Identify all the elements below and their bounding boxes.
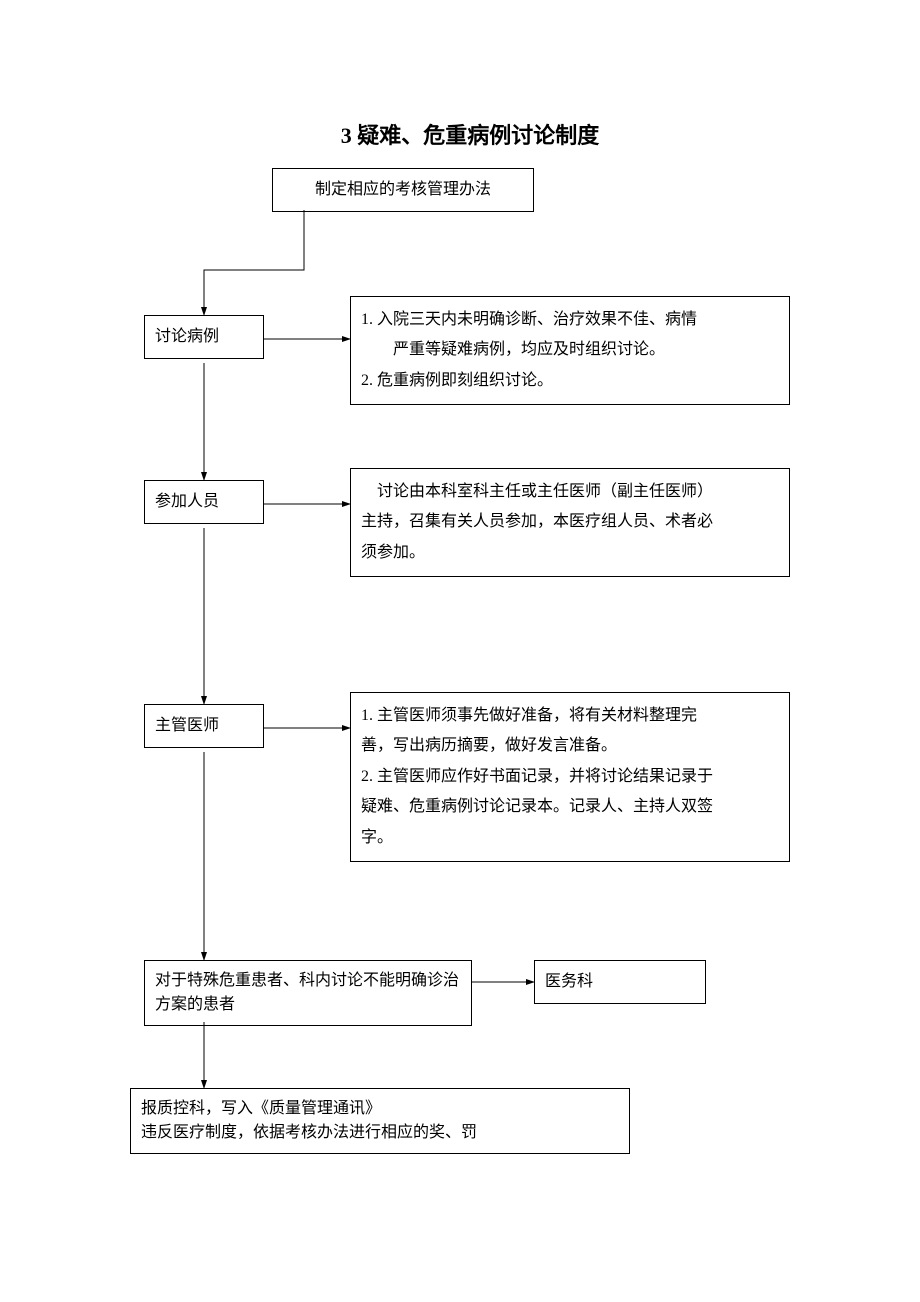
desc-line: 须参加。 bbox=[361, 538, 779, 568]
desc-line: 2. 主管医师应作好书面记录，并将讨论结果记录于 bbox=[361, 762, 779, 792]
desc-line: 报质控科，写入《质量管理通讯》 bbox=[141, 1097, 619, 1121]
node-report-quality: 报质控科，写入《质量管理通讯》 违反医疗制度，依据考核办法进行相应的奖、罚 bbox=[130, 1088, 630, 1154]
desc-line: 1. 主管医师须事先做好准备，将有关材料整理完 bbox=[361, 701, 779, 731]
node-text: 对于特殊危重患者、科内讨论不能明确诊治方案的患者 bbox=[155, 972, 459, 1013]
node-establish-assessment: 制定相应的考核管理办法 bbox=[272, 168, 534, 212]
node-text: 主管医师 bbox=[155, 717, 219, 734]
desc-line: 违反医疗制度，依据考核办法进行相应的奖、罚 bbox=[141, 1121, 619, 1145]
node-discuss-case: 讨论病例 bbox=[144, 315, 264, 359]
desc-line: 主持，召集有关人员参加，本医疗组人员、术者必 bbox=[361, 507, 779, 537]
node-participants-desc: 讨论由本科室科主任或主任医师（副主任医师） 主持，召集有关人员参加，本医疗组人员… bbox=[350, 468, 790, 577]
node-attending-physician: 主管医师 bbox=[144, 704, 264, 748]
desc-line: 1. 入院三天内未明确诊断、治疗效果不佳、病情 bbox=[361, 305, 779, 335]
desc-line: 2. 危重病例即刻组织讨论。 bbox=[361, 366, 779, 396]
desc-line: 善，写出病历摘要，做好发言准备。 bbox=[361, 731, 779, 761]
node-text: 讨论病例 bbox=[155, 328, 219, 345]
page-title: 3 疑难、危重病例讨论制度 bbox=[280, 118, 660, 150]
node-attending-physician-desc: 1. 主管医师须事先做好准备，将有关材料整理完 善，写出病历摘要，做好发言准备。… bbox=[350, 692, 790, 862]
node-special-critical: 对于特殊危重患者、科内讨论不能明确诊治方案的患者 bbox=[144, 960, 472, 1026]
desc-line: 字。 bbox=[361, 823, 779, 853]
node-text: 制定相应的考核管理办法 bbox=[315, 181, 491, 198]
node-text: 医务科 bbox=[545, 973, 593, 990]
node-participants: 参加人员 bbox=[144, 480, 264, 524]
desc-line: 讨论由本科室科主任或主任医师（副主任医师） bbox=[361, 477, 779, 507]
desc-line: 疑难、危重病例讨论记录本。记录人、主持人双签 bbox=[361, 792, 779, 822]
node-text: 参加人员 bbox=[155, 493, 219, 510]
node-medical-dept: 医务科 bbox=[534, 960, 706, 1004]
desc-line: 严重等疑难病例，均应及时组织讨论。 bbox=[361, 335, 779, 365]
node-discuss-case-desc: 1. 入院三天内未明确诊断、治疗效果不佳、病情 严重等疑难病例，均应及时组织讨论… bbox=[350, 296, 790, 405]
